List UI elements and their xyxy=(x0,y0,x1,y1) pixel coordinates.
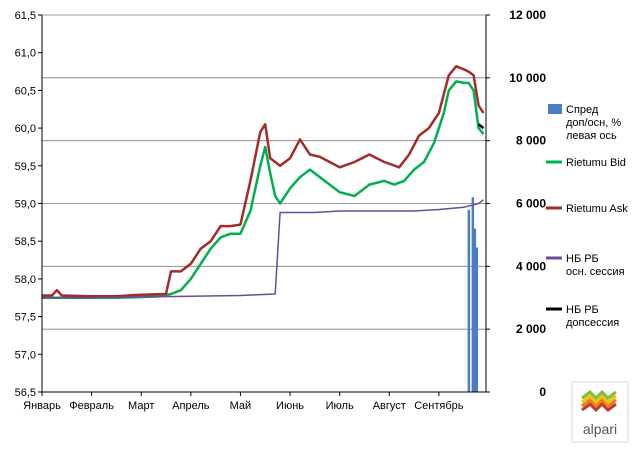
x-tick-label: Сентябрь xyxy=(414,400,464,412)
left-tick-label: 60,0 xyxy=(15,123,36,135)
legend: Спред доп/осн, % левая ось Rietumu Bid Rietu… xyxy=(546,104,628,329)
legend-label-line: Rietumu Ask xyxy=(566,203,628,215)
logo-mark-icon xyxy=(581,389,617,413)
x-tick-label: Май xyxy=(230,400,252,412)
spread-bar xyxy=(473,228,477,392)
right-tick-label: 2 000 xyxy=(516,322,546,336)
right-tick-label: 10 000 xyxy=(509,71,546,85)
line-series xyxy=(42,65,485,300)
right-tick-label: 12 000 xyxy=(509,8,546,22)
gridlines xyxy=(42,14,486,393)
spread-bar xyxy=(471,197,475,392)
spread-bar xyxy=(467,209,471,392)
legend-label-line: левая ось xyxy=(566,130,617,142)
legend-label: Rietumu Bid xyxy=(566,157,626,169)
legend-label: Rietumu Ask xyxy=(566,203,628,215)
right-tick-label: 6 000 xyxy=(516,197,546,211)
legend-label: НБ РБ допсессия xyxy=(566,304,619,329)
left-tick-label: 61,5 xyxy=(15,10,36,22)
series-line xyxy=(42,65,485,298)
left-tick-label: 61,0 xyxy=(15,48,36,60)
left-tick-label: 60,5 xyxy=(15,85,36,97)
left-tick-label: 57,5 xyxy=(15,312,36,324)
series-line xyxy=(42,80,485,300)
x-tick-label: Июнь xyxy=(276,400,304,412)
bar-series xyxy=(467,197,479,392)
legend-swatch xyxy=(548,104,562,114)
x-tick-label: Август xyxy=(373,400,406,412)
left-tick-label: 59,0 xyxy=(15,199,36,211)
x-tick-label: Январь xyxy=(23,400,61,412)
legend-label-line: Rietumu Bid xyxy=(566,157,626,169)
x-tick-label: Март xyxy=(128,400,154,412)
x-tick-label: Июль xyxy=(326,400,354,412)
left-tick-label: 58,5 xyxy=(15,236,36,248)
right-tick-label: 0 xyxy=(539,385,546,399)
legend-label-line: Спред xyxy=(566,104,599,116)
right-tick-label: 8 000 xyxy=(516,134,546,148)
logo-text: alpari xyxy=(583,421,617,437)
left-tick-label: 57,0 xyxy=(15,349,36,361)
legend-label-line: НБ РБ xyxy=(566,304,599,316)
left-tick-label: 59,5 xyxy=(15,161,36,173)
series-line xyxy=(42,199,484,299)
left-tick-label: 56,5 xyxy=(15,387,36,399)
legend-label: НБ РБ осн. сессия xyxy=(566,253,625,278)
series-line xyxy=(477,123,485,130)
legend-label-line: доп/осн, % xyxy=(566,117,621,129)
spread-bar xyxy=(475,247,479,392)
legend-label-line: НБ РБ xyxy=(566,253,599,265)
axes: 0 2 000 4 000 6 000 8 000 10 000 12 000 56,5 57,… xyxy=(15,8,547,412)
x-tick-label: Апрель xyxy=(172,400,210,412)
legend-label-line: осн. сессия xyxy=(566,266,625,278)
legend-label-line: допсессия xyxy=(566,317,619,329)
alpari-logo: alpari xyxy=(571,381,629,443)
x-tick-label: Февраль xyxy=(69,400,114,412)
left-tick-label: 58,0 xyxy=(15,274,36,286)
legend-label: Спред доп/осн, % левая ось xyxy=(566,104,621,142)
right-tick-label: 4 000 xyxy=(516,259,546,273)
